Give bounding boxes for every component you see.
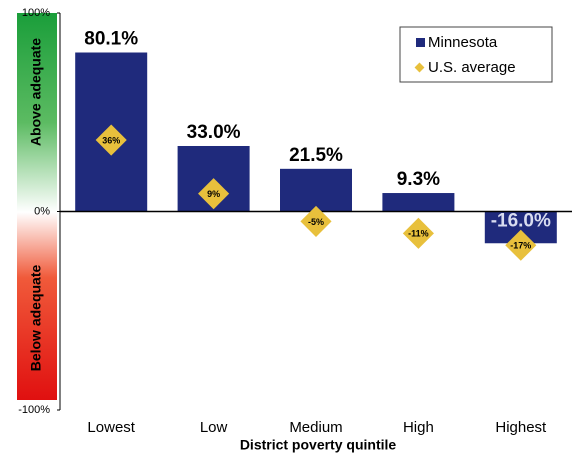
diamond-label: -17% (510, 241, 531, 251)
bar (382, 193, 455, 212)
legend-label: U.S. average (428, 59, 516, 76)
diamond (95, 124, 127, 156)
above-band (17, 13, 57, 212)
above-label: Above adequate (28, 38, 44, 146)
bar-value-label: 33.0% (187, 122, 241, 143)
bar-value-label: -16.0% (491, 211, 551, 232)
x-tick-label: Lowest (87, 419, 135, 436)
diamond-label: -5% (308, 217, 324, 227)
below-band (17, 212, 57, 400)
diamond-label: 9% (207, 189, 220, 199)
legend (399, 26, 553, 83)
x-axis-title: District poverty quintile (240, 437, 397, 453)
y-tick-label: -100% (18, 404, 50, 416)
x-tick-label: High (403, 419, 434, 436)
legend-label: Minnesota (428, 34, 498, 51)
legend-swatch (416, 38, 425, 47)
bar (280, 168, 352, 212)
bar-value-label: 21.5% (289, 145, 343, 166)
below-label: Below adequate (28, 265, 44, 372)
y-tick-label: 100% (22, 7, 50, 19)
bar-value-label: 9.3% (397, 169, 440, 190)
diamond (300, 205, 332, 237)
diamond (198, 178, 230, 210)
diamond-label: -11% (408, 229, 429, 239)
x-tick-label: Highest (495, 419, 547, 436)
y-tick-label: 0% (34, 205, 50, 217)
diamond (402, 217, 434, 249)
bar-value-label: 80.1% (84, 29, 138, 50)
x-tick-label: Low (200, 419, 228, 436)
diamond-label: 36% (102, 135, 120, 145)
x-tick-label: Medium (289, 419, 342, 436)
